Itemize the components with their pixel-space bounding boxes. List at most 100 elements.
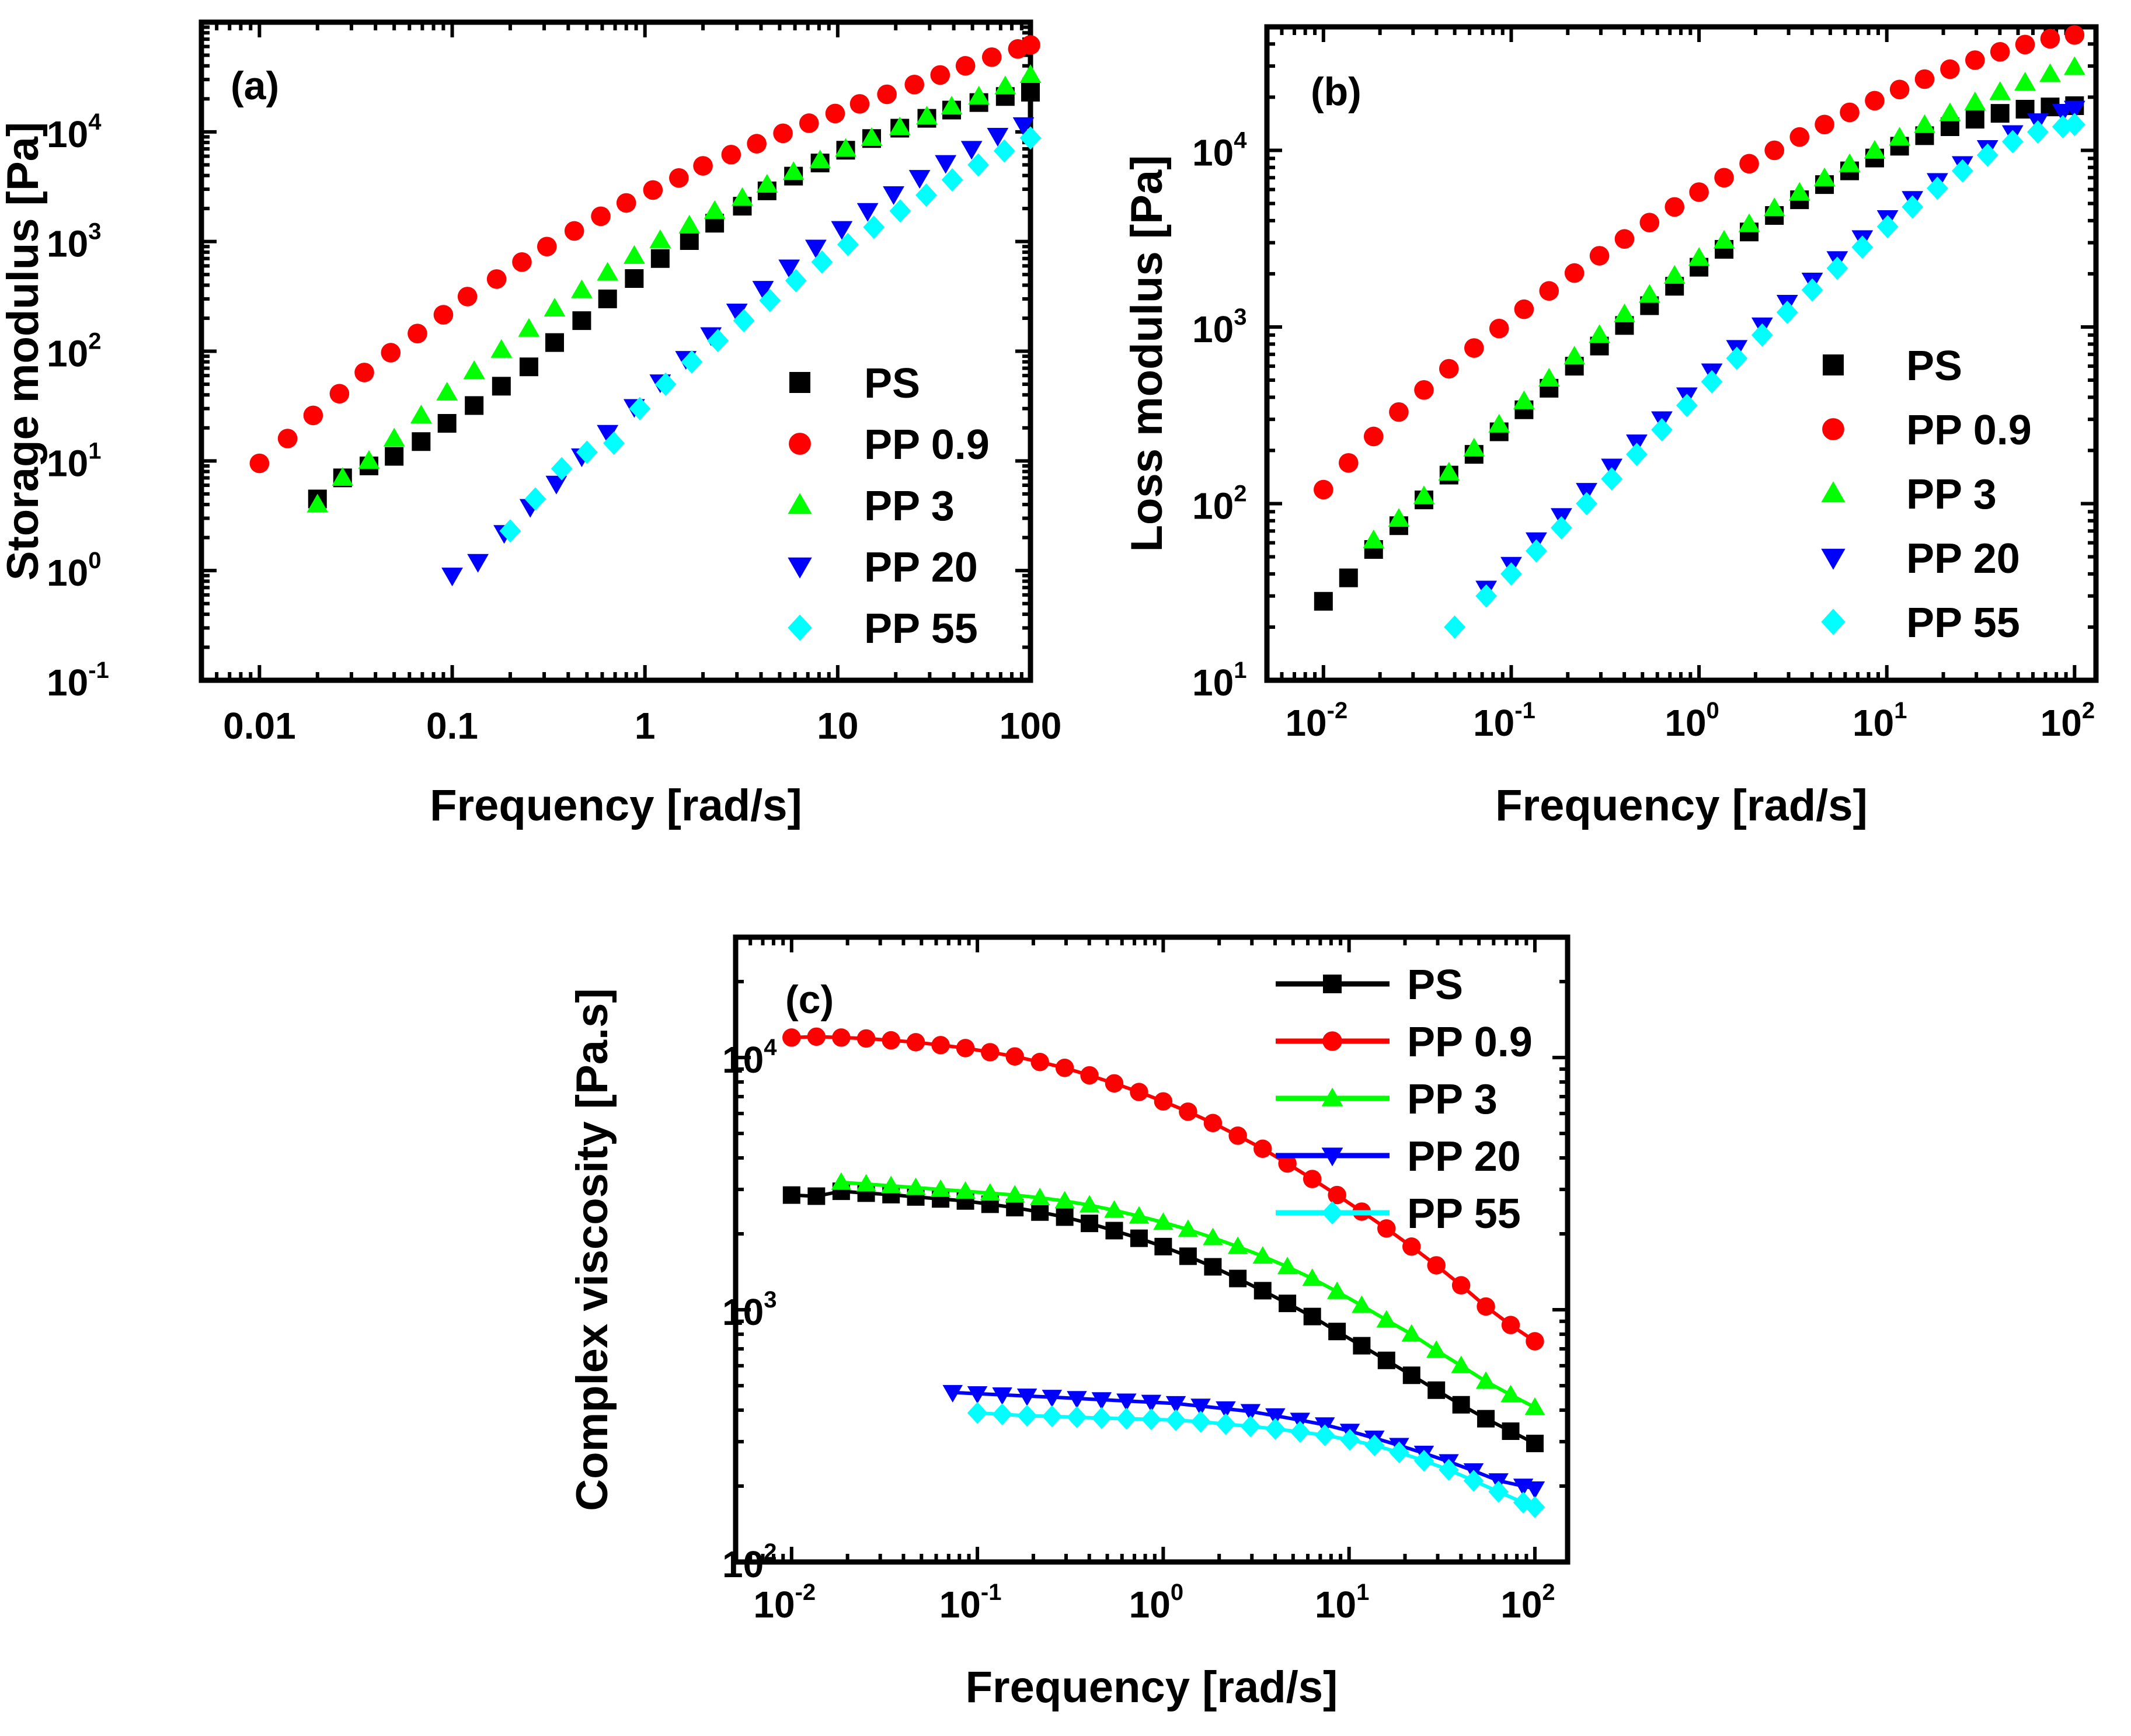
series-ps [782,1182,1544,1453]
data-point [1840,102,1860,123]
data-point [603,432,625,455]
data-point [486,269,507,289]
legend-entry-pp-3: PP 3 [788,483,955,530]
data-point [1006,1199,1024,1217]
data-point [1228,1126,1247,1145]
x-tick-label: 1 [635,705,656,747]
data-point [1031,1203,1049,1221]
data-point [993,139,1015,163]
legend-label: PP 55 [864,606,978,652]
legend-entry-pp-55: PP 55 [1276,1191,1521,1237]
x-tick-label: 102 [1500,1580,1555,1626]
panel-b: 10-2 10-1 100 101 102 101 102 103 104 Frequency [… [1122,24,2099,830]
x-tick-label: 10 [817,705,858,747]
legend: PS PP 0.9 PP 3 PP 20 PP 55 [1276,962,1533,1237]
x-tick-label: 0.01 [223,705,296,747]
data-point [1438,461,1460,481]
data-point [524,487,546,511]
data-point [1427,1256,1446,1275]
data-point [805,239,827,259]
data-point [1363,529,1385,548]
data-point [492,377,511,396]
series-pp-0-9 [249,35,1040,474]
series-pp-3 [307,64,1042,513]
legend-marker [1321,1087,1343,1107]
legend-label: PP 0.9 [1407,1019,1533,1066]
data-point [649,229,671,248]
data-point [597,425,619,444]
data-point [629,396,651,420]
data-point [643,180,663,200]
plot-frame [733,934,1571,1565]
legend-entry-pp-55: PP 55 [1821,600,2020,646]
data-point [1751,323,1773,347]
data-point [1302,1268,1322,1286]
data-point [811,250,833,274]
data-point [981,47,1002,67]
data-point [1663,265,1686,284]
data-point [1203,1114,1223,1132]
data-point [1414,380,1434,400]
data-point [1042,1405,1063,1428]
legend-label: PP 20 [864,544,978,591]
data-point [1864,140,1886,159]
data-point [2063,56,2085,75]
data-point [1714,168,1734,188]
data-point [1475,1371,1496,1389]
data-point [773,123,793,144]
data-point [756,173,778,193]
data-point [1265,1418,1286,1440]
legend-entry-pp-0-9: PP 0.9 [1822,407,2032,454]
data-point [1626,443,1648,467]
data-point [930,65,950,85]
data-point [1538,368,1560,387]
data-point [616,193,636,213]
legend-entry-ps: PS [1276,962,1463,1008]
data-point [1739,154,1759,174]
data-point [1016,1389,1037,1407]
data-point [981,1043,1000,1062]
x-axis-title: Frequency [rad/s] [1495,781,1868,830]
data-point [1838,153,1861,172]
data-point [1216,1413,1236,1435]
legend-marker [1323,975,1342,993]
legend-label: PP 55 [1906,600,2020,646]
data-point [1964,91,1986,110]
data-point [1514,299,1534,319]
data-point [329,384,350,404]
data-point [1713,229,1735,249]
data-point [1614,303,1635,322]
legend-marker [788,614,812,641]
data-point [1526,1332,1544,1351]
x-tick-label: 100 [1129,1580,1183,1626]
data-point [1091,1392,1112,1410]
data-point [992,1403,1012,1425]
data-point [1402,1237,1421,1256]
data-point [1488,413,1510,433]
data-point [1427,1381,1446,1399]
y-tick-label: 100 [47,548,101,594]
data-point [1004,1185,1025,1203]
data-point [1801,278,1823,302]
legend-marker [1823,354,1844,375]
data-point [1116,1407,1137,1430]
data-point [681,350,703,374]
data-point [1526,1435,1544,1453]
data-point [1851,235,1874,259]
data-point [2063,113,2085,137]
x-tick-label: 10-1 [1473,698,1535,744]
data-point [1589,246,1610,266]
data-point [1689,182,1709,202]
y-axis-title: Complex viscosity [Pa.s] [567,988,617,1511]
data-point [915,183,937,207]
data-point [1524,1496,1545,1518]
data-point [906,1033,925,1052]
data-point [576,440,598,464]
x-tick-label: 0.1 [426,705,478,747]
data-point [1377,1351,1395,1369]
data-point [1451,1276,1471,1295]
data-point [1813,167,1836,186]
legend-entry-pp-0-9: PP 0.9 [1276,1019,1533,1066]
data-point [457,287,478,307]
